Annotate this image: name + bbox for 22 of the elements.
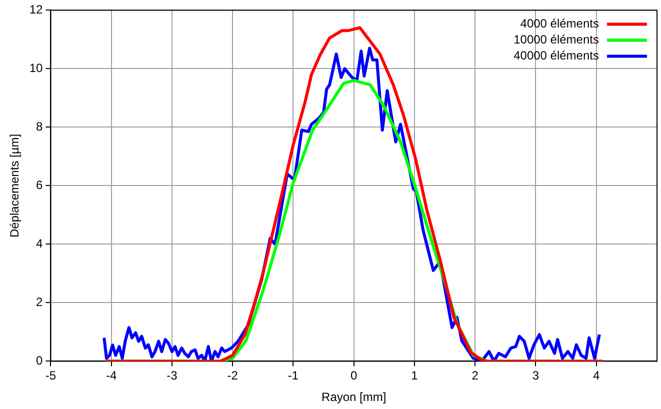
x-tick-label: 1 (411, 368, 418, 383)
y-axis-title: Déplacements [µm] (8, 134, 22, 238)
y-tick-label: 10 (29, 61, 44, 76)
legend-label: 4000 éléments (520, 16, 599, 31)
x-tick-label: -3 (166, 368, 178, 383)
legend-label: 40000 éléments (514, 48, 599, 63)
y-tick-label: 4 (36, 236, 44, 251)
y-tick-label: 6 (36, 178, 44, 192)
y-tick-label: 0 (36, 354, 44, 368)
y-tick-label: 2 (36, 295, 44, 310)
legend-label: 10000 éléments (514, 32, 599, 47)
x-tick-label: -4 (106, 368, 118, 383)
x-tick-label: 0 (350, 368, 358, 383)
y-tick-label: 8 (36, 120, 44, 134)
x-tick-label: 2 (472, 368, 479, 383)
x-tick-label: 4 (593, 368, 600, 383)
x-tick-label: -5 (45, 368, 56, 383)
x-tick-label: 3 (532, 368, 540, 383)
x-axis-title: Rayon [mm] (322, 390, 386, 404)
x-tick-label: -2 (227, 368, 238, 383)
y-tick-label: 12 (29, 2, 44, 17)
x-tick-label: -1 (288, 368, 299, 383)
